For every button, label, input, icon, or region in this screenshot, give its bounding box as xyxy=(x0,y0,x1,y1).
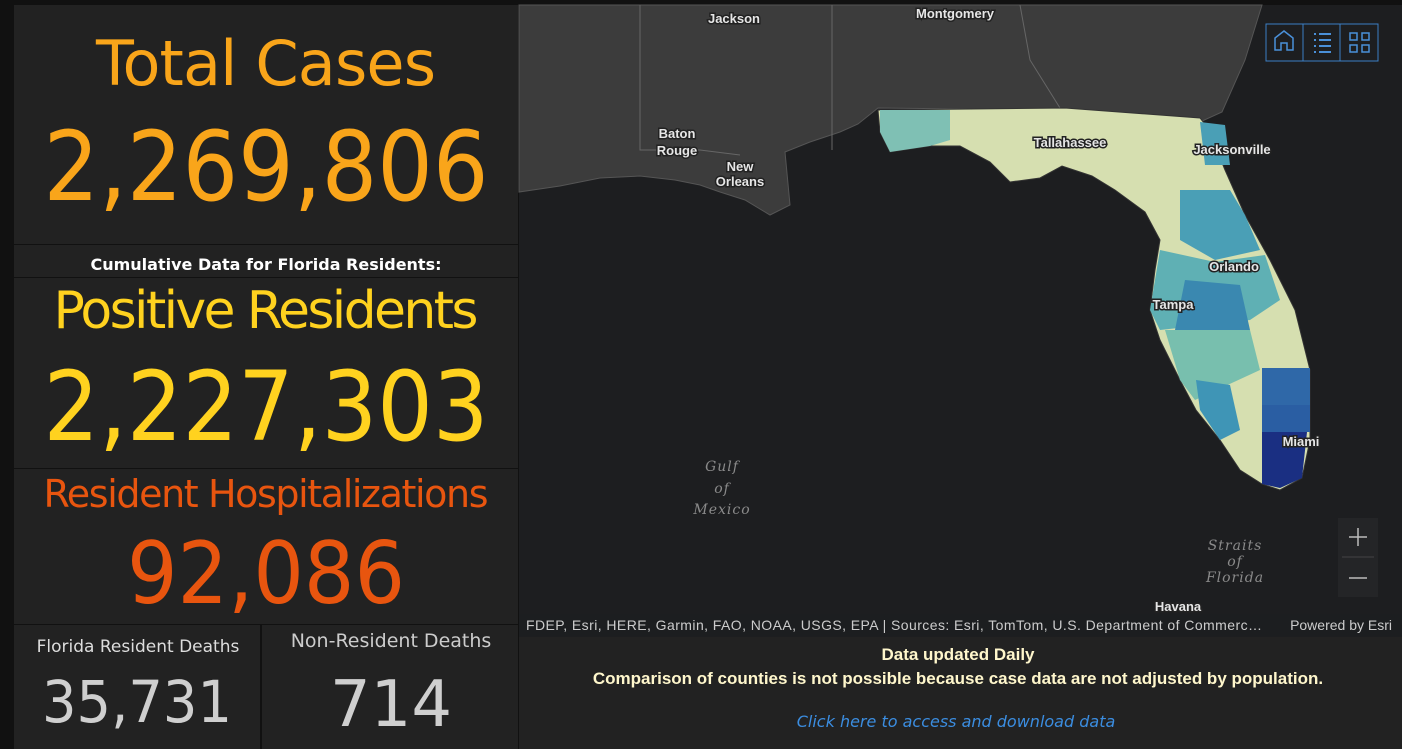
county xyxy=(1262,368,1310,405)
water-label: Straits xyxy=(1208,538,1263,554)
state-border xyxy=(639,5,741,156)
download-link[interactable]: Click here to access and download data xyxy=(797,712,1116,731)
total-cases-title: Total Cases xyxy=(95,27,436,100)
county xyxy=(1262,405,1310,432)
county xyxy=(880,110,950,152)
legend-icon xyxy=(1314,33,1331,53)
footer-panel xyxy=(519,637,1402,749)
powered-by[interactable]: Powered by Esri xyxy=(1290,617,1392,633)
water-label: Gulf xyxy=(705,459,741,475)
place-label: Miami xyxy=(1283,434,1320,449)
place-label: Orlando xyxy=(1209,259,1259,274)
water-label: Mexico xyxy=(692,502,750,518)
subtitle: Cumulative Data for Florida Residents: xyxy=(90,255,441,274)
place-label: Orleans xyxy=(716,174,764,189)
positive-panel xyxy=(14,278,518,468)
county xyxy=(1200,122,1230,165)
attribution: FDEP, Esri, HERE, Garmin, FAO, NOAA, USG… xyxy=(526,617,1262,633)
legend-button[interactable] xyxy=(1302,23,1341,62)
place-label: Rouge xyxy=(657,143,697,158)
place-label: Jackson xyxy=(708,11,760,26)
hosp-title: Resident Hospitalizations xyxy=(44,472,489,516)
zoom-in[interactable] xyxy=(1349,528,1367,546)
water-label: of xyxy=(714,481,731,497)
deaths-title: Florida Resident Deaths xyxy=(37,637,240,657)
land xyxy=(518,4,1263,216)
county xyxy=(1180,190,1260,260)
nonres-deaths-title: Non-Resident Deaths xyxy=(291,630,492,652)
nonres-deaths-panel xyxy=(262,625,518,749)
place-label: Tampa xyxy=(1153,297,1195,312)
hosp-panel xyxy=(14,469,518,624)
positive-title: Positive Residents xyxy=(54,281,479,341)
comparison-note: Comparison of counties is not possible b… xyxy=(593,669,1323,688)
county xyxy=(1165,330,1260,400)
county xyxy=(1262,432,1307,488)
county xyxy=(1196,380,1240,440)
total-cases-value: 2,269,806 xyxy=(44,111,489,223)
place-label: Tallahassee xyxy=(1034,135,1107,150)
attribution-bar xyxy=(519,614,1402,636)
nonres-deaths-value: 714 xyxy=(330,668,452,742)
deaths-panel xyxy=(14,625,260,749)
water-label: Florida xyxy=(1205,570,1264,586)
map-toolbar xyxy=(1265,23,1379,62)
place-label: Havana xyxy=(1155,599,1202,614)
place-label: New xyxy=(727,159,755,174)
subtitle-panel xyxy=(14,245,518,277)
positive-value: 2,227,303 xyxy=(44,351,489,463)
basemap-icon xyxy=(1349,32,1370,53)
hosp-value: 92,086 xyxy=(127,524,405,624)
place-label: Montgomery xyxy=(916,6,995,21)
water-label: of xyxy=(1227,554,1244,570)
map[interactable]: Jackson Montgomery Baton Rouge New Orlea… xyxy=(518,4,1402,637)
county xyxy=(1175,280,1250,345)
state-border xyxy=(1019,4,1061,109)
deaths-value: 35,731 xyxy=(42,668,232,736)
home-icon xyxy=(1274,30,1294,51)
place-label: Baton xyxy=(659,126,696,141)
update-note: Data updated Daily xyxy=(881,645,1035,664)
place-label: Jacksonville xyxy=(1193,142,1270,157)
total-cases-panel xyxy=(14,5,518,244)
basemap-button[interactable] xyxy=(1339,23,1379,62)
